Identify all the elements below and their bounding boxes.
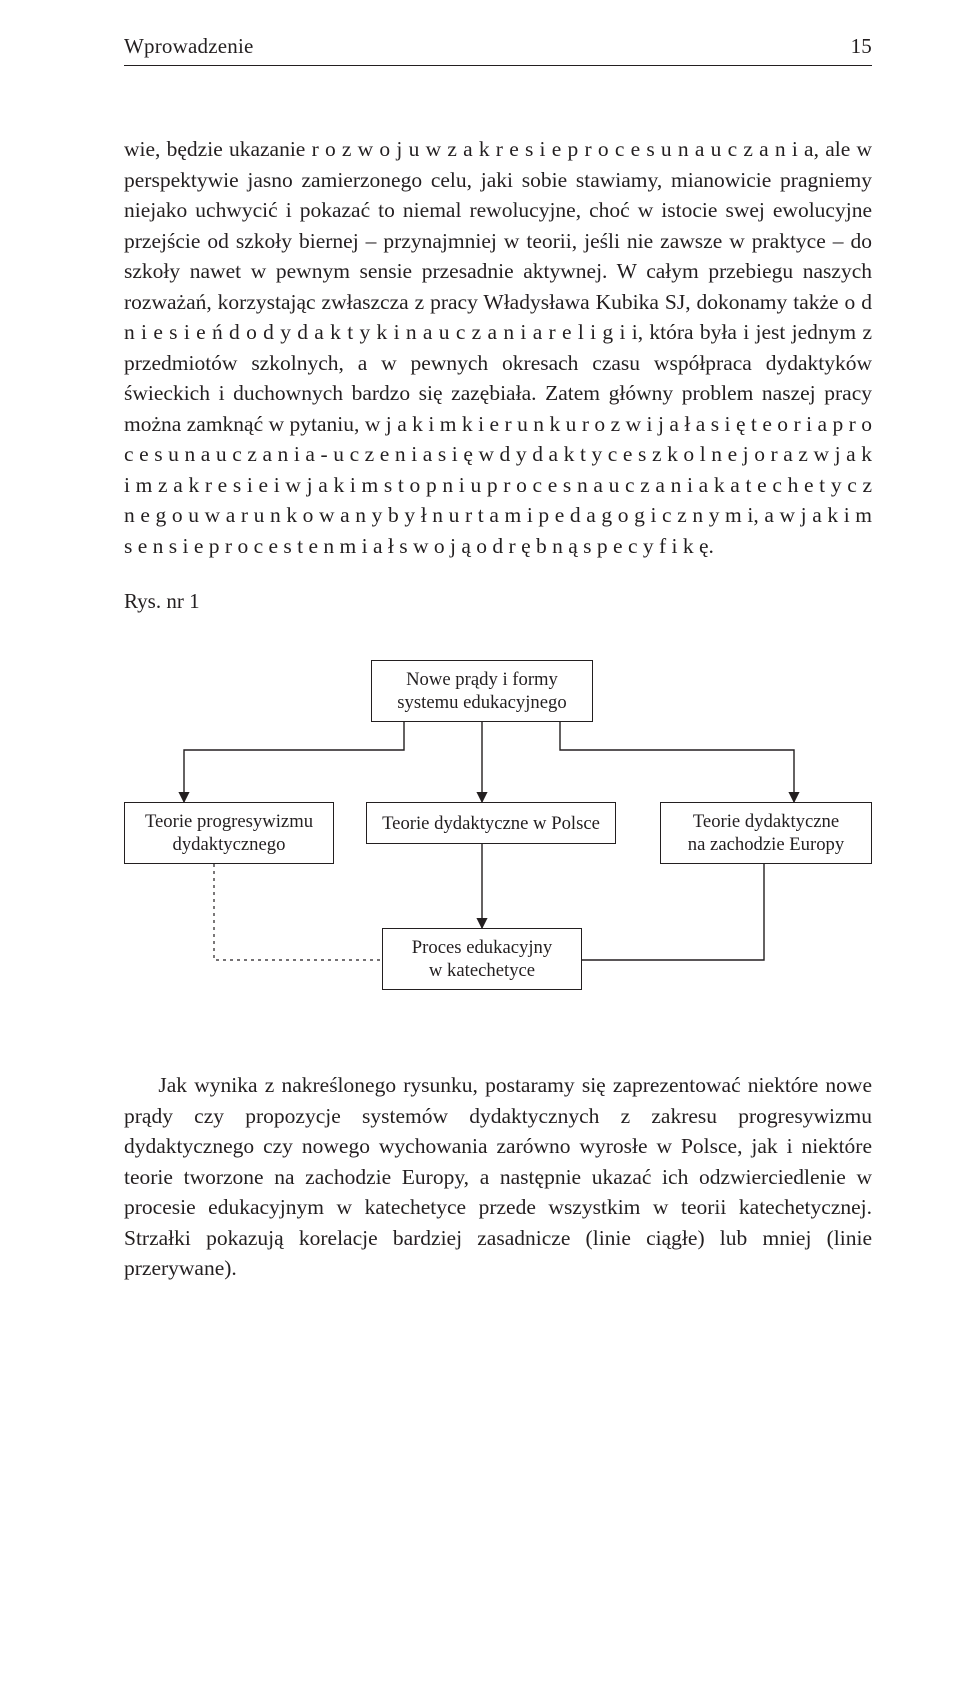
figure-caption: Rys. nr 1 bbox=[124, 589, 872, 614]
flowchart-edge bbox=[582, 864, 764, 960]
running-head: Wprowadzenie 15 bbox=[124, 34, 872, 66]
flowchart-node-top: Nowe prądy i formysystemu edukacyjnego bbox=[371, 660, 593, 722]
paragraph-main: wie, będzie ukazanie r o z w o j u w z a… bbox=[124, 134, 872, 561]
flowchart-diagram: Nowe prądy i formysystemu edukacyjnego Te… bbox=[124, 660, 872, 1020]
running-title: Wprowadzenie bbox=[124, 34, 254, 59]
flowchart-edge bbox=[214, 864, 382, 960]
flowchart-node-bottom: Proces edukacyjnyw katechetyce bbox=[382, 928, 582, 990]
flowchart-node-left: Teorie progresywizmudydaktycznego bbox=[124, 802, 334, 864]
flowchart-node-right: Teorie dydaktycznena zachodzie Europy bbox=[660, 802, 872, 864]
flowchart-edge bbox=[560, 722, 794, 802]
flowchart-edge bbox=[184, 722, 404, 802]
page-number: 15 bbox=[851, 34, 872, 59]
paragraph-closing: Jak wynika z nakreślonego rysunku, posta… bbox=[124, 1070, 872, 1284]
flowchart-node-mid: Teorie dydaktyczne w Polsce bbox=[366, 802, 616, 844]
